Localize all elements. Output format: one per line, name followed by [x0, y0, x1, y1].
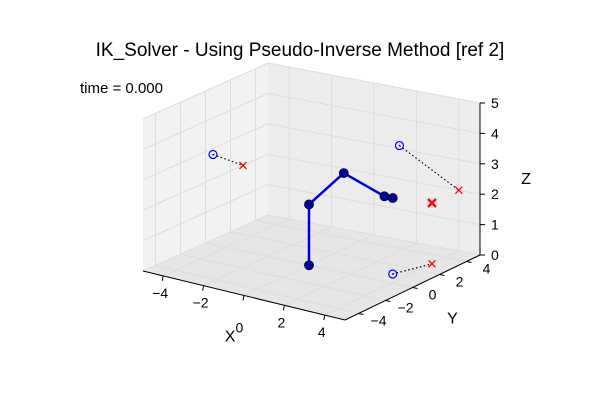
- y-axis-label: Y: [447, 311, 458, 328]
- target-markers: [427, 198, 437, 208]
- x-tick-label: 4: [318, 324, 326, 340]
- grid-line: [142, 214, 269, 272]
- x-tick-mark: [323, 315, 326, 321]
- x-tick-mark: [161, 275, 164, 281]
- grid-line: [142, 62, 269, 120]
- projection-target-x: [239, 161, 247, 170]
- projection-target-z: [428, 259, 436, 268]
- x-tick-label: 0: [235, 320, 243, 336]
- target-stroke: [428, 259, 436, 268]
- projection-target-y: [454, 186, 463, 195]
- x-axis-label: X0: [225, 320, 244, 346]
- x-tick-mark: [242, 295, 245, 301]
- y-tick-label: 0: [429, 287, 437, 303]
- y-tick-mark: [466, 261, 472, 263]
- grid-line: [267, 214, 481, 256]
- grid-line: [230, 231, 440, 275]
- grid-line: [267, 62, 481, 104]
- grid-line: [155, 264, 359, 314]
- y-tick-mark: [385, 300, 391, 302]
- arm-joint: [304, 260, 314, 271]
- grid-line: [142, 92, 269, 150]
- projection-end-effector-x: [208, 149, 218, 160]
- x-tick-label: −4: [152, 285, 168, 301]
- projection-end-effector-dot: [391, 273, 394, 275]
- z-tick-label: 4: [491, 125, 499, 141]
- target-marker: [427, 198, 437, 208]
- arm-joint: [304, 199, 314, 210]
- x-tick-mark: [282, 305, 285, 311]
- projection-end-effector-dot: [398, 144, 401, 147]
- target-stroke: [454, 186, 463, 195]
- y-tick-mark: [412, 287, 418, 289]
- y-tick-label: −4: [371, 313, 387, 329]
- grid-line: [142, 184, 269, 242]
- y-tick-label: 2: [456, 274, 464, 290]
- target-stroke: [427, 198, 437, 208]
- z-tick-label: 0: [491, 247, 499, 263]
- grid-line: [180, 253, 386, 301]
- arm-joint: [338, 168, 349, 178]
- z-axis-label: Z: [521, 171, 531, 188]
- projection-link-z: [392, 263, 433, 275]
- y-tick-label: 4: [483, 261, 491, 277]
- projection-end-effector-y: [394, 140, 405, 151]
- projection-markers: [208, 140, 463, 279]
- grid-line: [142, 153, 269, 211]
- y-tick-mark: [439, 274, 445, 276]
- x-tick-label: 2: [278, 314, 286, 330]
- grid-line: [267, 153, 481, 195]
- arm-joint: [387, 193, 398, 203]
- target-stroke: [239, 161, 247, 170]
- x-tick-mark: [202, 285, 205, 291]
- grid-line: [142, 123, 269, 181]
- grid-line: [267, 184, 481, 226]
- x-tick-label: −2: [193, 295, 209, 311]
- y-tick-mark: [358, 313, 364, 315]
- projection-link-y: [399, 145, 460, 191]
- projection-link-x: [212, 153, 244, 166]
- time-annotation: time = 0.000: [80, 80, 163, 97]
- projection-end-effector-dot: [212, 153, 214, 156]
- z-tick-label: 2: [491, 186, 499, 202]
- z-tick-label: 3: [491, 156, 499, 172]
- arm-joint: [379, 191, 390, 202]
- grid-line: [267, 123, 481, 165]
- robot-arm: [304, 168, 398, 271]
- chart-title: IK_Solver - Using Pseudo-Inverse Method …: [95, 40, 505, 61]
- z-tick-label: 5: [491, 95, 499, 111]
- projection-end-effector-z: [388, 269, 398, 279]
- y-tick-label: −2: [398, 300, 414, 316]
- grid-line: [267, 92, 481, 134]
- z-tick-label: 1: [491, 217, 499, 233]
- grid-line: [255, 220, 467, 262]
